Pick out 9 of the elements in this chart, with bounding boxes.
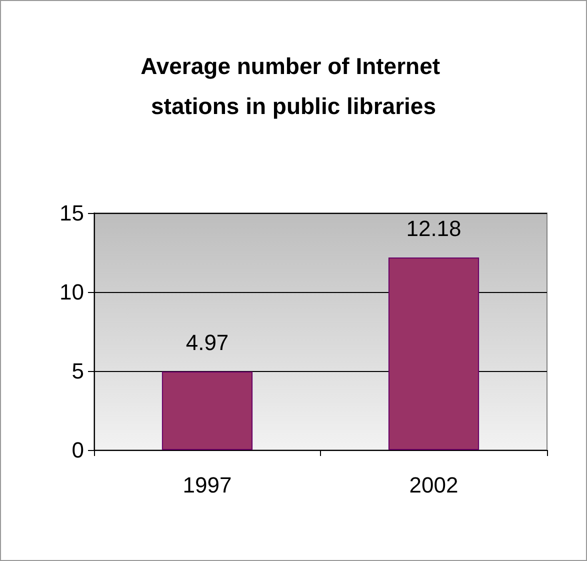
x-tick-label: 2002 — [409, 472, 458, 498]
x-tick-label: 1997 — [182, 472, 232, 498]
y-tick-label: 15 — [60, 200, 84, 226]
data-label: 12.18 — [406, 216, 462, 242]
data-label: 4.97 — [186, 330, 229, 355]
y-tick-label: 0 — [72, 438, 84, 462]
y-tick-label: 10 — [60, 280, 84, 304]
chart-title: Average number of Internet stations in public libraries — [140, 53, 446, 119]
y-tick-label: 5 — [72, 358, 84, 384]
